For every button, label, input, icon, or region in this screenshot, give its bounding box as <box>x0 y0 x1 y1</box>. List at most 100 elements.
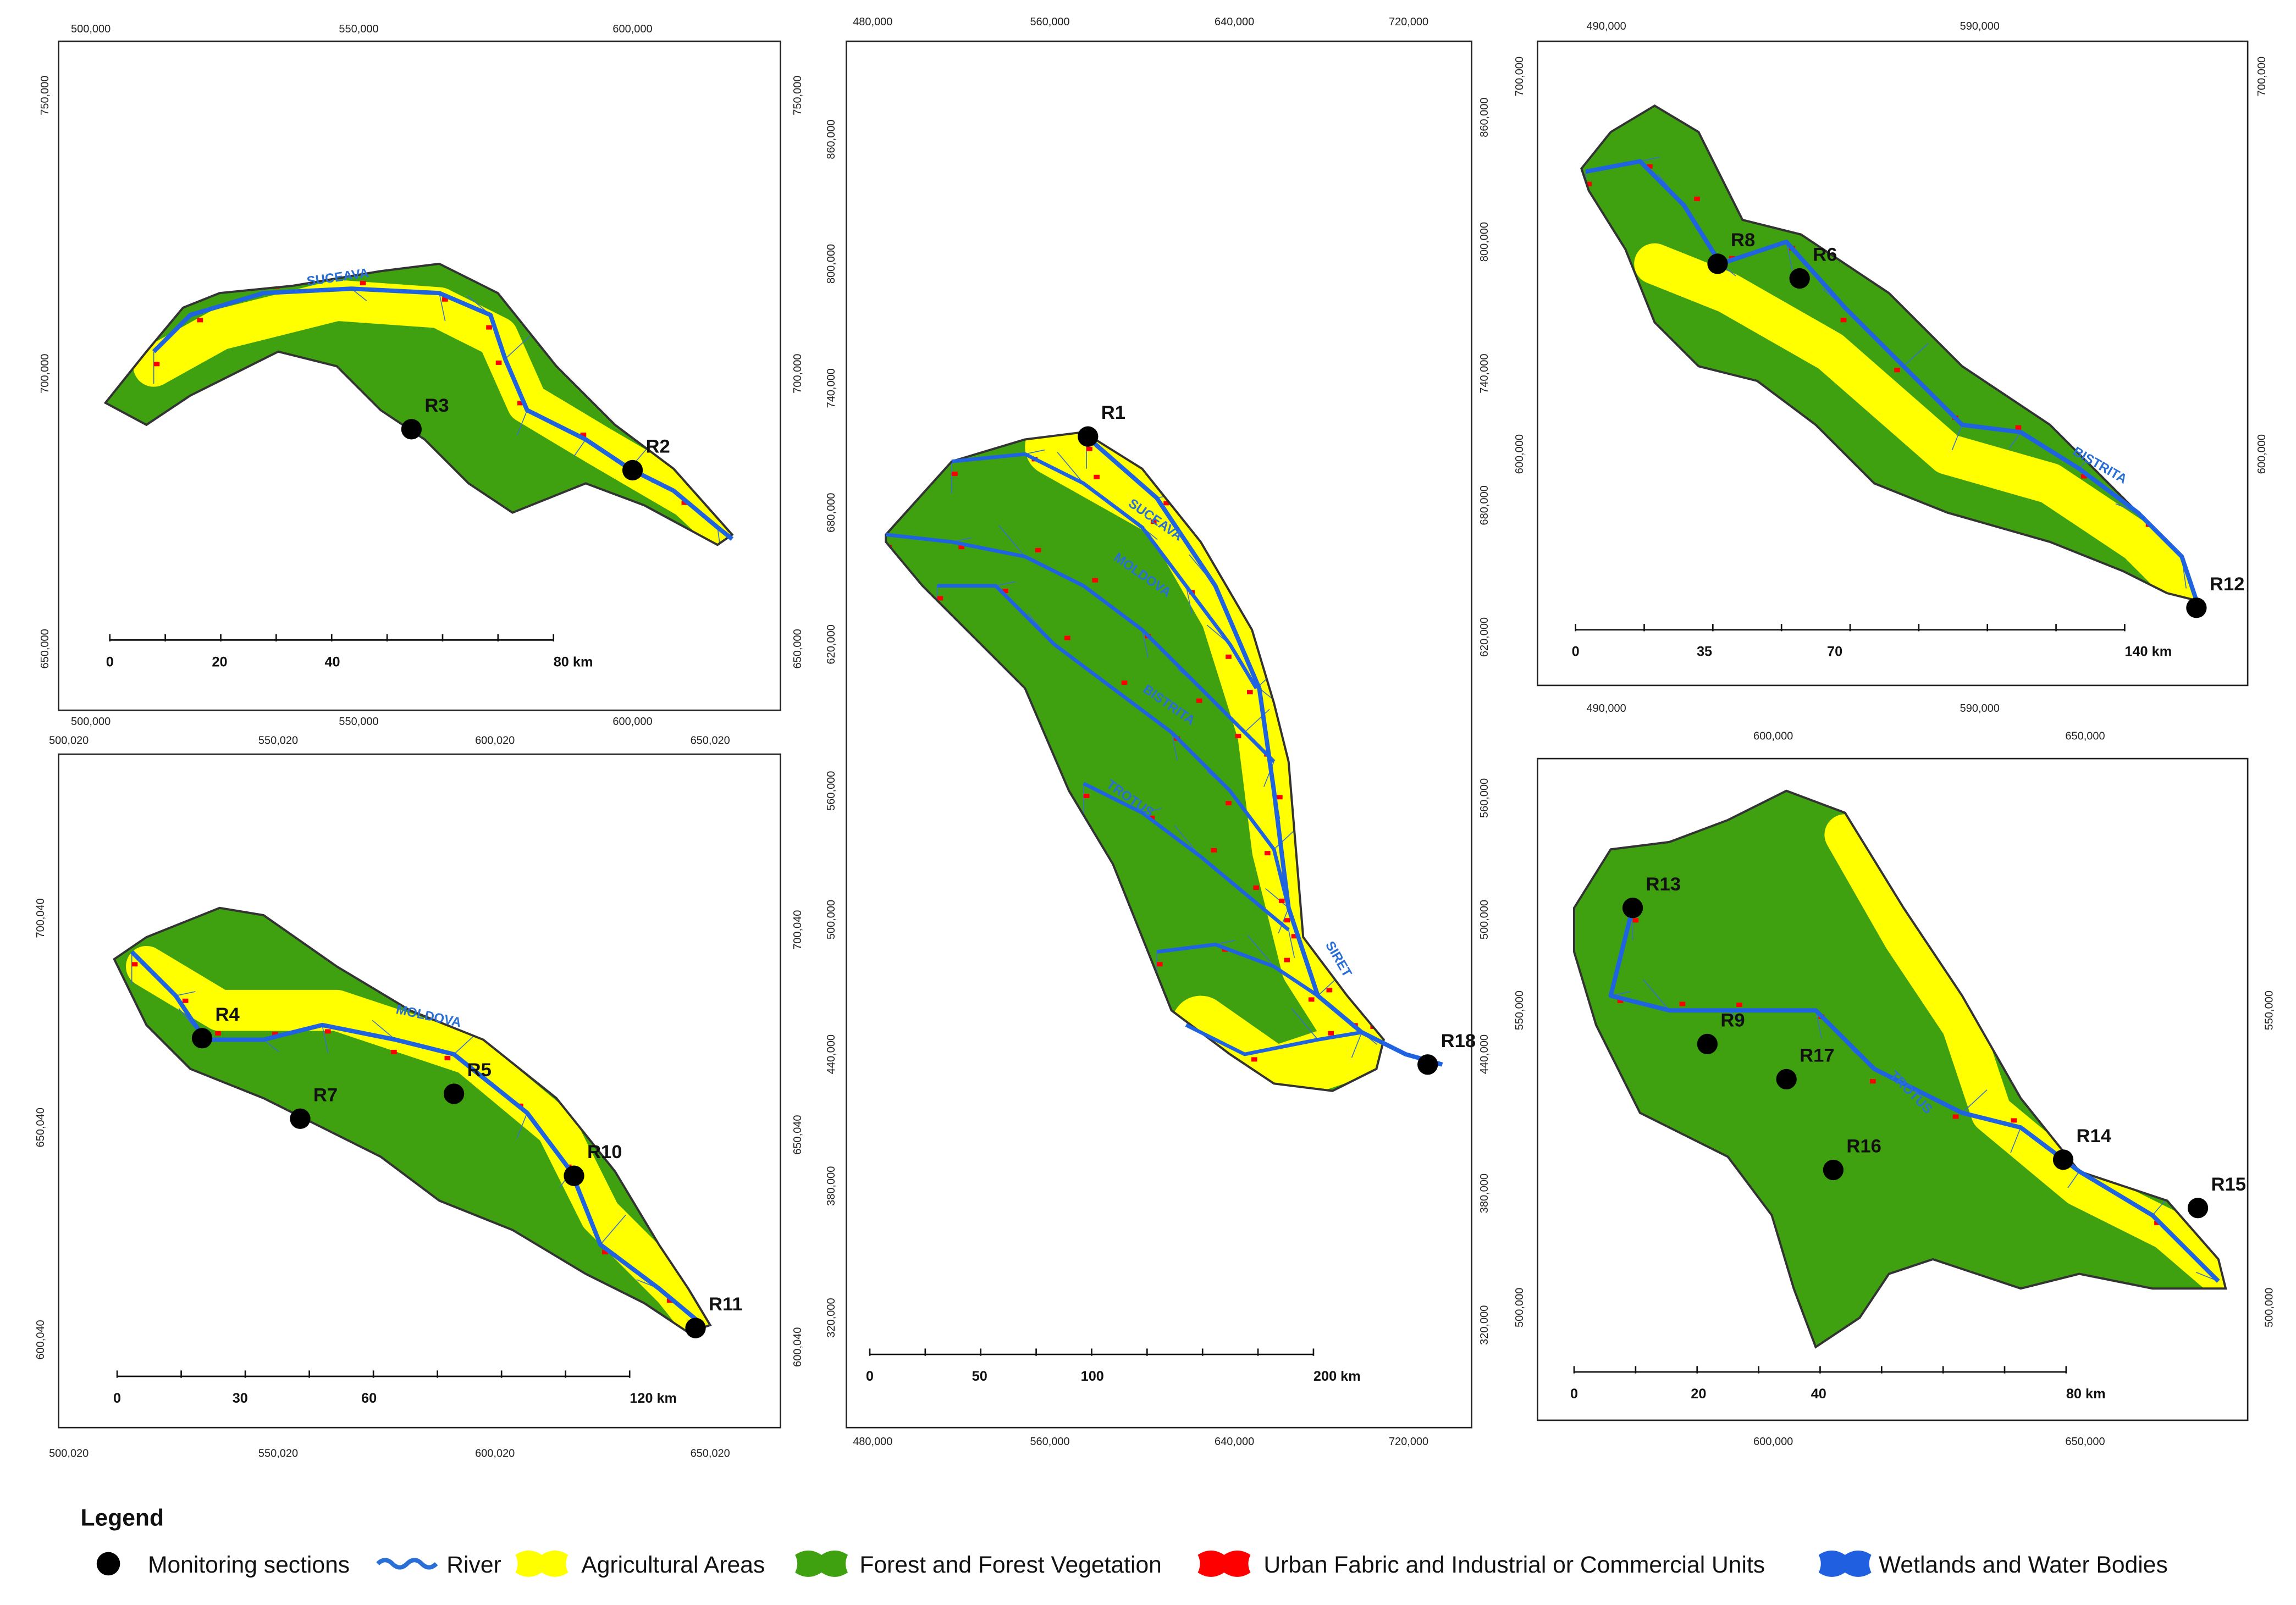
scale-label: 30 <box>233 1391 248 1406</box>
right-coord: 700,000 <box>792 354 804 394</box>
top-coord: 550,000 <box>339 23 378 35</box>
monitoring-section <box>564 1165 584 1186</box>
urban-area <box>1694 196 1700 201</box>
urban-area <box>2011 1118 2017 1123</box>
tributary <box>516 1113 528 1138</box>
left-coord: 550,000 <box>1514 990 1526 1030</box>
bottom-coord: 720,000 <box>1389 1436 1428 1448</box>
agricultural-area <box>126 946 710 1333</box>
top-coord: 590,000 <box>1960 20 2000 32</box>
left-coord: 750,000 <box>39 76 51 115</box>
urban-area <box>1156 962 1163 967</box>
scale-label: 40 <box>1811 1386 1826 1402</box>
tributary <box>1025 449 1045 455</box>
urban-area <box>1284 918 1290 923</box>
map-panel: SUCEAVAMOLDOVABISTRITATROTUSSIRETR1R1848… <box>825 16 1491 1448</box>
legend-label: River <box>446 1552 501 1578</box>
legend-label: Wetlands and Water Bodies <box>1879 1552 2168 1578</box>
tributary <box>175 991 196 997</box>
legend-swatch <box>795 1550 848 1577</box>
urban-area <box>442 297 448 302</box>
bottom-coord: 480,000 <box>853 1436 892 1448</box>
urban-area <box>1226 654 1232 659</box>
urban-area <box>1326 988 1333 993</box>
left-coord: 800,000 <box>825 244 837 284</box>
urban-area <box>1083 794 1090 799</box>
right-coord: 740,000 <box>1478 354 1491 394</box>
top-coord: 650,020 <box>691 734 730 746</box>
tributary <box>1642 979 1670 1011</box>
bottom-coord: 500,020 <box>49 1447 89 1459</box>
tributary <box>1185 585 1193 614</box>
tributary <box>263 1039 279 1053</box>
tributary <box>998 525 1025 557</box>
station-label: R8 <box>1731 230 1755 251</box>
monitoring-section <box>1078 426 1099 447</box>
tributary <box>2008 431 2021 449</box>
scale-label: 0 <box>1570 1386 1578 1402</box>
scale-label: 60 <box>361 1391 377 1406</box>
top-coord: 560,000 <box>1030 16 1069 28</box>
agricultural-area <box>1634 243 2196 601</box>
river <box>1083 782 1290 932</box>
top-coord: 720,000 <box>1389 16 1428 28</box>
top-coord: 480,000 <box>853 16 892 28</box>
urban-area <box>1253 885 1260 890</box>
urban-area <box>1736 1003 1742 1008</box>
urban-area <box>215 1031 221 1036</box>
right-coord: 550,000 <box>2263 990 2275 1030</box>
bottom-coord: 550,000 <box>339 716 378 728</box>
legend-title: Legend <box>80 1505 164 1531</box>
urban-area <box>197 318 203 323</box>
bottom-coord: 490,000 <box>1587 702 1626 715</box>
tributary <box>1247 935 1274 967</box>
urban-area <box>602 1250 608 1255</box>
right-coord: 600,040 <box>792 1327 804 1367</box>
left-coord: 560,000 <box>825 771 837 811</box>
river <box>1156 943 1319 998</box>
urban-area <box>1226 801 1232 806</box>
monitoring-section <box>1697 1033 1718 1055</box>
urban-area <box>1264 851 1271 856</box>
scale-label: 35 <box>1697 644 1712 660</box>
bottom-coord: 550,020 <box>258 1447 298 1459</box>
scale-label: 80 km <box>2066 1386 2106 1402</box>
tributary <box>1640 157 1660 162</box>
left-coord: 380,000 <box>825 1166 837 1206</box>
urban-area <box>1840 318 1847 323</box>
station-label: R15 <box>2211 1174 2247 1195</box>
station-label: R10 <box>587 1142 622 1163</box>
urban-area <box>1952 1114 1959 1119</box>
left-coord: 500,000 <box>1514 1288 1526 1327</box>
left-coord: 600,000 <box>1514 434 1526 474</box>
top-coord: 500,000 <box>71 23 111 35</box>
right-coord: 500,000 <box>1478 900 1491 939</box>
tributary <box>1288 929 1295 958</box>
right-coord: 620,000 <box>1478 617 1491 657</box>
urban-area <box>1121 680 1128 685</box>
tributary <box>1903 342 1929 367</box>
river <box>937 584 1290 909</box>
river <box>1585 159 2199 601</box>
urban-area <box>1086 446 1092 451</box>
urban-area <box>1291 934 1298 939</box>
left-coord: 320,000 <box>825 1298 837 1337</box>
left-coord: 650,040 <box>35 1108 47 1147</box>
tributary <box>1351 1032 1362 1058</box>
urban-area <box>1617 998 1624 1003</box>
urban-area <box>1586 181 1592 186</box>
station-label: R16 <box>1846 1136 1881 1157</box>
scale-label: 80 km <box>554 654 593 669</box>
tributary <box>2010 1127 2022 1153</box>
right-coord: 800,000 <box>1478 222 1491 262</box>
bottom-coord: 650,020 <box>691 1447 730 1459</box>
basin-outline <box>885 431 1385 1092</box>
tributary <box>1962 1089 1988 1114</box>
tributary <box>1291 1008 1318 1040</box>
monitoring-section <box>685 1318 706 1338</box>
scale-label: 70 <box>1827 644 1842 660</box>
right-coord: 650,000 <box>792 629 804 668</box>
urban-area <box>2015 425 2022 430</box>
top-coord: 500,020 <box>49 734 89 746</box>
